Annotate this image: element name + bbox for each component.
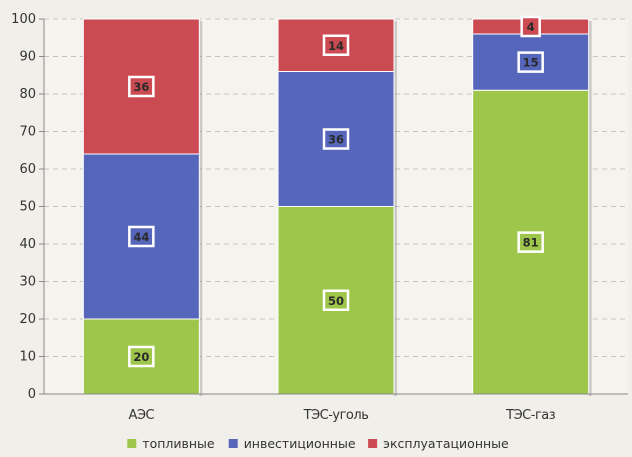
value-label-box <box>322 34 350 56</box>
value-label: 15 <box>523 56 539 70</box>
value-label-box <box>517 231 544 253</box>
y-tick-label: 60 <box>19 162 36 177</box>
bar-c2-series-1 <box>472 33 590 91</box>
legend-label: эксплуатационные <box>383 436 509 451</box>
bar-shadow <box>588 36 592 93</box>
legend: топливные инвестиционные эксплуатационные <box>127 436 509 451</box>
y-tick-label: 70 <box>19 125 36 140</box>
value-label-box <box>128 75 155 98</box>
value-label: 20 <box>133 350 149 364</box>
value-label: 36 <box>328 133 344 147</box>
legend-swatch <box>127 439 137 448</box>
y-tick-label: 80 <box>19 87 36 102</box>
bars <box>82 18 592 396</box>
y-tick-label: 50 <box>19 200 36 215</box>
legend-swatch <box>368 439 378 448</box>
legend-swatch <box>228 439 238 448</box>
bar-shadow <box>394 21 397 74</box>
value-label-box <box>322 128 350 150</box>
legend-label: инвестиционные <box>244 436 356 451</box>
value-label: 14 <box>328 39 344 53</box>
bar-shadow <box>199 21 203 156</box>
y-tick-label: 10 <box>19 350 36 365</box>
legend-item: эксплуатационные <box>368 436 509 451</box>
value-label-box <box>517 51 544 73</box>
value-label: 36 <box>133 80 149 94</box>
bar-shadow <box>199 321 203 396</box>
value-label-box <box>520 15 541 38</box>
value-label-box <box>322 289 350 311</box>
bar-shadow <box>588 92 592 396</box>
axes: 0 10 20 30 40 50 60 70 80 90 100 АЭС ТЭС-уголь ТЭС-га… <box>11 12 628 423</box>
y-tick-label: 40 <box>19 237 36 252</box>
legend-item: топливные <box>127 436 215 451</box>
value-label-box <box>128 225 155 248</box>
value-label: 81 <box>523 236 539 250</box>
legend-item: инвестиционные <box>228 436 356 451</box>
value-label-box <box>128 345 155 368</box>
legend-label: топливные <box>142 436 215 451</box>
bar-shadow <box>394 73 397 209</box>
value-label: 44 <box>133 230 149 244</box>
x-tick-label: АЭС <box>129 408 155 423</box>
value-label: 4 <box>527 20 535 34</box>
value-label: 50 <box>328 294 344 308</box>
y-tick-label: 30 <box>19 275 36 290</box>
x-tick-label: ТЭС-газ <box>505 408 556 423</box>
y-tick-label: 0 <box>28 387 36 402</box>
bar-shadow <box>394 208 397 396</box>
bar-shadow <box>588 21 592 36</box>
value-labels: 20 44 36 50 36 14 81 15 4 <box>128 15 544 368</box>
y-tick-label: 20 <box>19 312 36 327</box>
y-tick-label: 100 <box>11 12 36 27</box>
y-tick-label: 90 <box>19 50 36 65</box>
x-tick-label: ТЭС-уголь <box>303 408 369 423</box>
bar-shadow <box>199 156 203 321</box>
